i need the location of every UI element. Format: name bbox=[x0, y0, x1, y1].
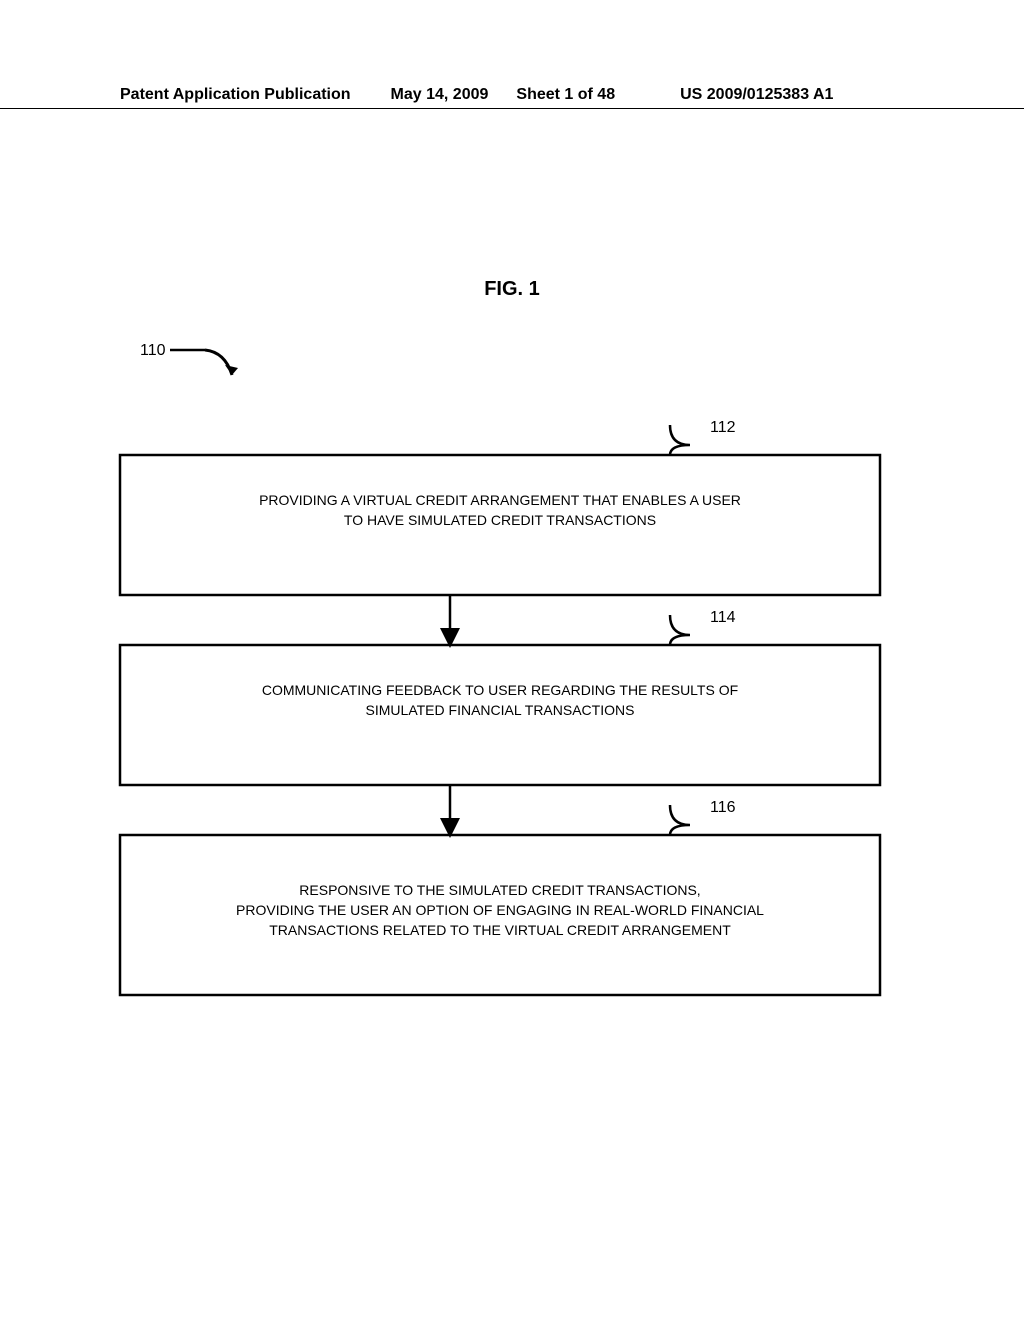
flowchart: 110 112 PROVIDING A VIRTUAL CREDIT ARRAN… bbox=[110, 330, 910, 1130]
callout-114 bbox=[670, 615, 690, 645]
ref-110: 110 bbox=[140, 342, 166, 359]
ref-112: 112 bbox=[710, 419, 736, 436]
figure-title: FIG. 1 bbox=[0, 278, 1024, 301]
header-sheet: Sheet 1 of 48 bbox=[516, 86, 615, 104]
header-row: Patent Application Publication May 14, 2… bbox=[0, 86, 1024, 104]
page-header: Patent Application Publication May 14, 2… bbox=[0, 86, 1024, 109]
box-116-line2: PROVIDING THE USER AN OPTION OF ENGAGING… bbox=[236, 902, 764, 918]
box-114-line2: SIMULATED FINANCIAL TRANSACTIONS bbox=[366, 702, 635, 718]
header-pub-number: US 2009/0125383 A1 bbox=[680, 86, 833, 104]
ref-110-curve bbox=[205, 350, 232, 375]
ref-114: 114 bbox=[710, 609, 736, 626]
page: Patent Application Publication May 14, 2… bbox=[0, 0, 1024, 1320]
box-112-line1: PROVIDING A VIRTUAL CREDIT ARRANGEMENT T… bbox=[259, 492, 741, 508]
flow-box-116: 116 RESPONSIVE TO THE SIMULATED CREDIT T… bbox=[120, 799, 880, 995]
box-116-line1: RESPONSIVE TO THE SIMULATED CREDIT TRANS… bbox=[299, 882, 700, 898]
ref-116: 116 bbox=[710, 799, 736, 816]
flow-box-114: 114 COMMUNICATING FEEDBACK TO USER REGAR… bbox=[120, 609, 880, 785]
box-116-line3: TRANSACTIONS RELATED TO THE VIRTUAL CRED… bbox=[269, 922, 731, 938]
box-112-line2: TO HAVE SIMULATED CREDIT TRANSACTIONS bbox=[344, 512, 656, 528]
ref-110-arrowhead bbox=[225, 365, 238, 375]
callout-112 bbox=[670, 425, 690, 455]
header-publication-type: Patent Application Publication bbox=[120, 86, 351, 104]
header-date: May 14, 2009 bbox=[391, 86, 489, 104]
box-114-line1: COMMUNICATING FEEDBACK TO USER REGARDING… bbox=[262, 682, 738, 698]
flow-box-112: 112 PROVIDING A VIRTUAL CREDIT ARRANGEME… bbox=[120, 419, 880, 595]
callout-116 bbox=[670, 805, 690, 835]
